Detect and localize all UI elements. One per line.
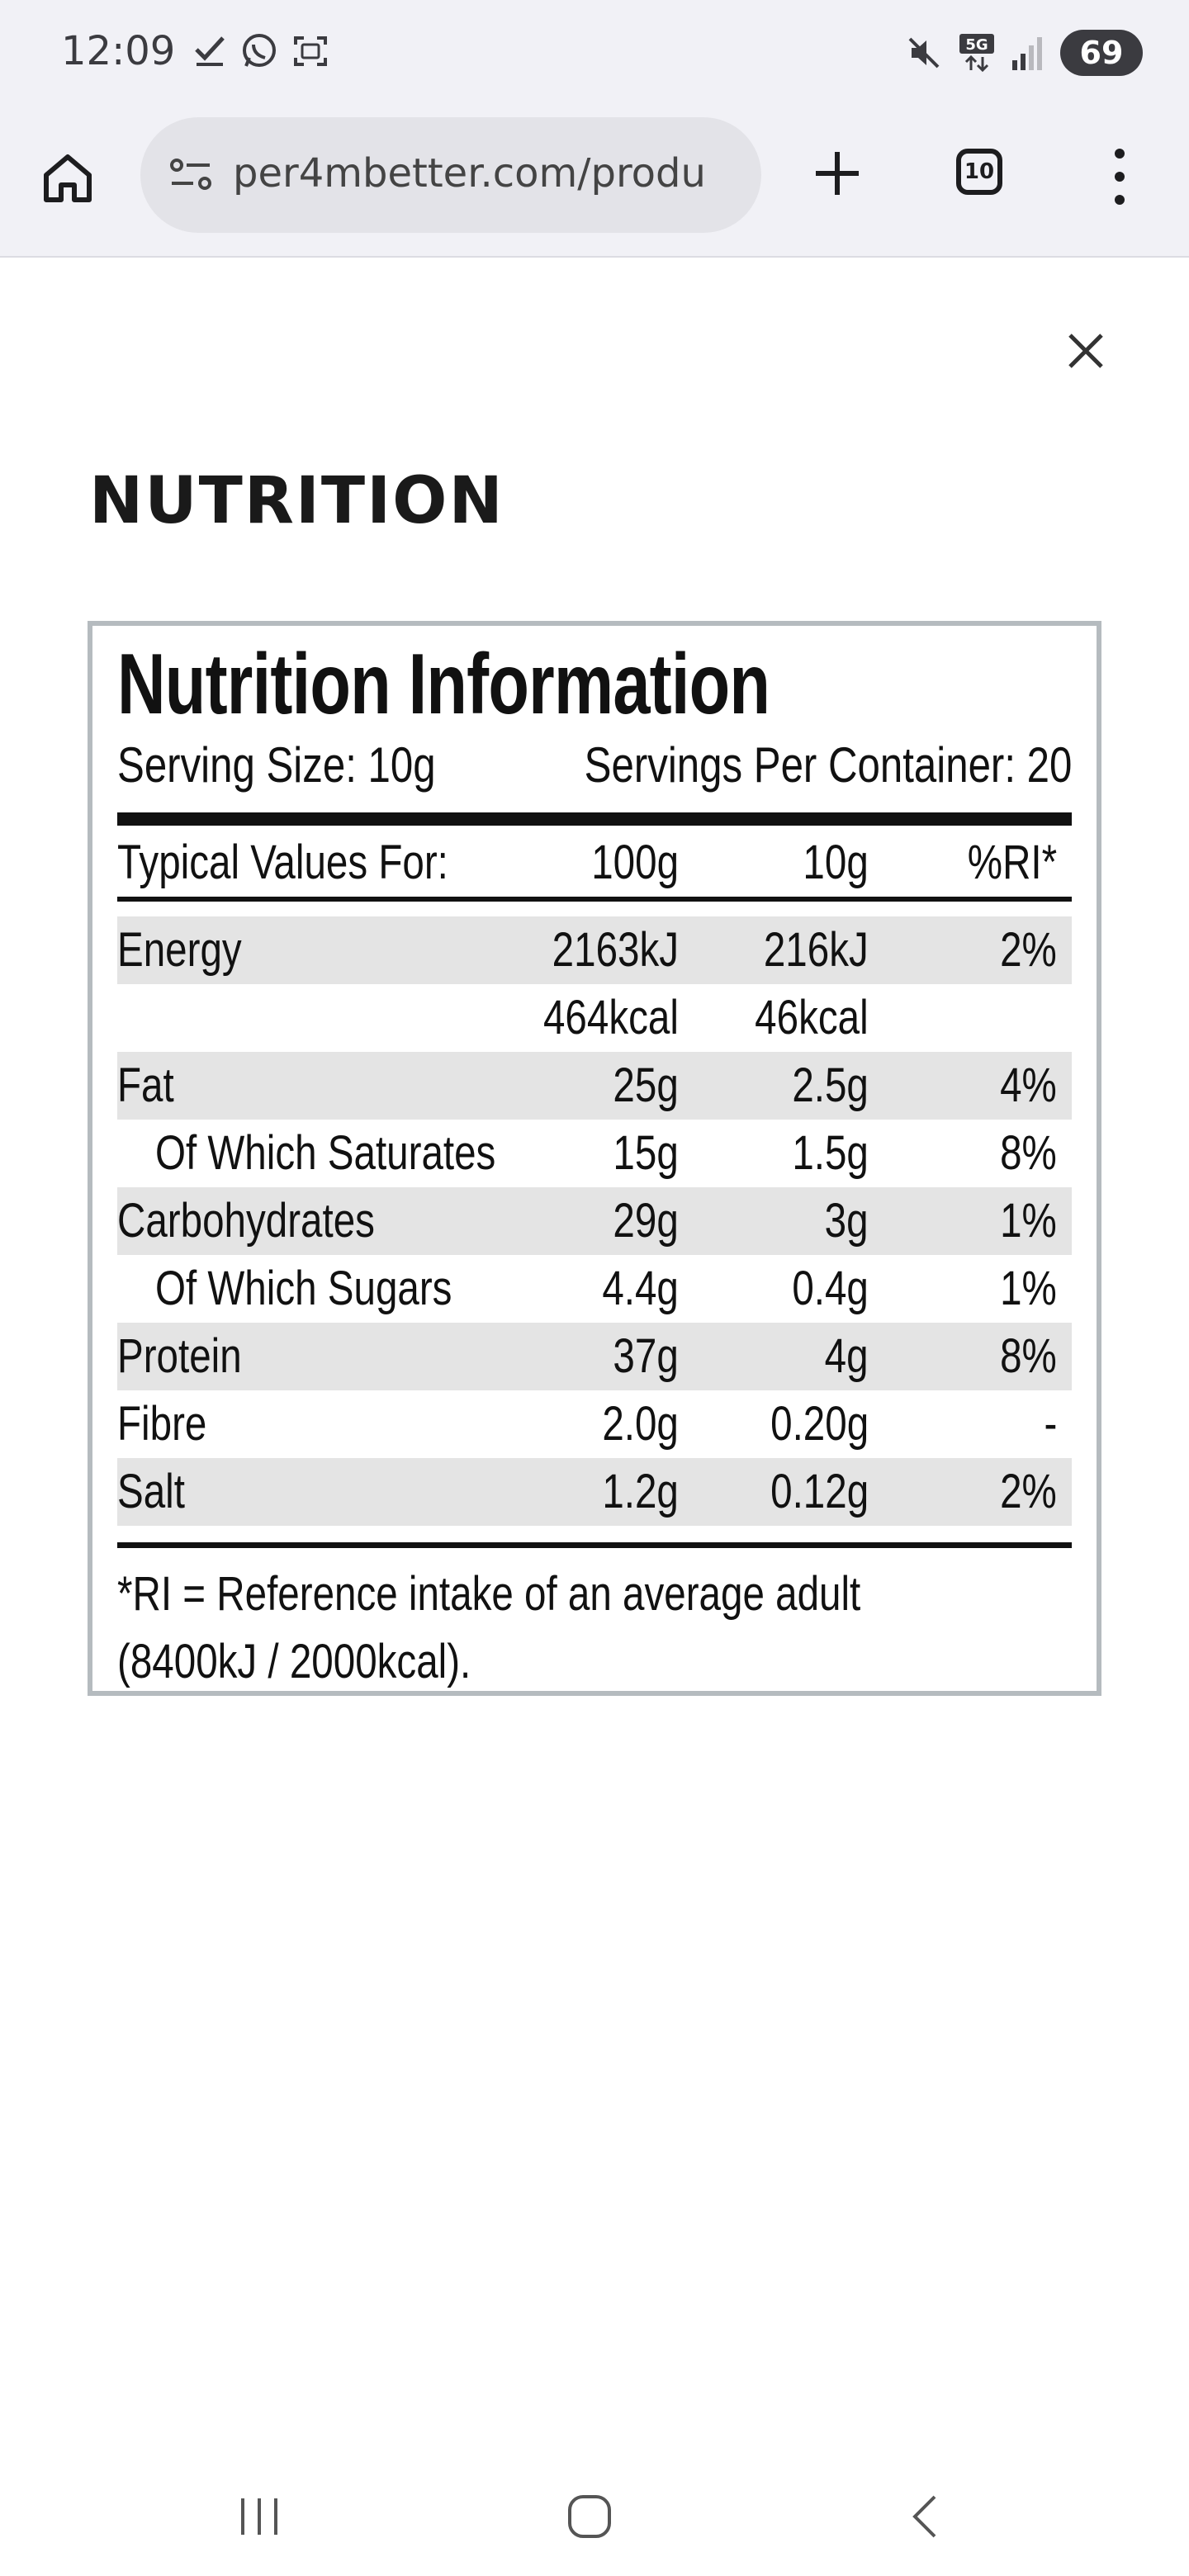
- table-row: Energy 2163kJ 216kJ 2%: [117, 916, 1072, 984]
- header-label: Typical Values For:: [117, 836, 448, 889]
- value-per-100g: 4.4g: [602, 1262, 679, 1315]
- value-per-100g: 15g: [613, 1126, 679, 1180]
- value-ri: 2%: [1000, 1465, 1057, 1518]
- battery-indicator: 69: [1060, 30, 1143, 76]
- value-per-10g: 3g: [825, 1194, 869, 1248]
- header-10g: 10g: [803, 836, 869, 889]
- header-100g: 100g: [591, 836, 679, 889]
- status-bar: 12:09 5G 69: [0, 0, 1189, 112]
- value-ri: -: [1044, 1397, 1057, 1451]
- nutrition-label-title: Nutrition Information: [117, 637, 770, 732]
- nutrient-name: Fibre: [117, 1397, 207, 1451]
- mute-icon: [908, 37, 940, 69]
- home-icon[interactable]: [38, 149, 97, 208]
- svg-text:5G: 5G: [965, 36, 988, 54]
- notification-icons: [192, 31, 330, 71]
- nutrient-name: Protein: [117, 1329, 242, 1383]
- value-per-10g: 0.20g: [770, 1397, 869, 1451]
- value-per-10g: 4g: [825, 1329, 869, 1383]
- nutrient-name: Fat: [117, 1058, 174, 1112]
- tab-switcher-button[interactable]: 10: [956, 149, 1002, 195]
- footnote-line: (8400kJ / 2000kcal).: [117, 1635, 471, 1688]
- footnote-line: *RI = Reference intake of an average adu…: [117, 1567, 861, 1621]
- page-title: NUTRITION: [89, 464, 504, 538]
- servings-per-container: Servings Per Container: 20: [584, 737, 1072, 793]
- value-ri: 4%: [1000, 1058, 1057, 1112]
- value-ri: 8%: [1000, 1329, 1057, 1383]
- table-row: Fat 25g 2.5g 4%: [117, 1052, 1072, 1120]
- divider-thin: [117, 1542, 1072, 1548]
- nutrient-name: Of Which Saturates: [155, 1126, 496, 1180]
- table-row: Protein 37g 4g 8%: [117, 1323, 1072, 1390]
- header-ri: %RI*: [967, 836, 1057, 889]
- more-menu-icon[interactable]: [1103, 145, 1136, 208]
- footnote: *RI = Reference intake of an average adu…: [117, 1560, 1072, 1696]
- value-per-10g: 2.5g: [792, 1058, 869, 1112]
- value-per-10g: 1.5g: [792, 1126, 869, 1180]
- site-settings-icon[interactable]: [168, 155, 215, 195]
- table-row: 464kcal 46kcal: [117, 984, 1072, 1052]
- table-row: Salt 1.2g 0.12g 2%: [117, 1458, 1072, 1526]
- signal-icon: [1012, 37, 1042, 70]
- value-ri: 1%: [1000, 1194, 1057, 1248]
- value-per-10g: 0.4g: [792, 1262, 869, 1315]
- nutrient-name: Energy: [117, 923, 242, 977]
- value-per-100g: 1.2g: [602, 1465, 679, 1518]
- new-tab-icon[interactable]: [808, 144, 867, 203]
- divider-thin: [117, 897, 1072, 902]
- close-icon[interactable]: [1065, 330, 1106, 372]
- value-per-100g: 29g: [613, 1194, 679, 1248]
- value-ri: 8%: [1000, 1126, 1057, 1180]
- value-per-10g: 0.12g: [770, 1465, 869, 1518]
- table-row: Of Which Sugars 4.4g 0.4g 1%: [117, 1255, 1072, 1323]
- value-per-100g: 2.0g: [602, 1397, 679, 1451]
- table-row: Carbohydrates 29g 3g 1%: [117, 1187, 1072, 1255]
- value-per-10g: 216kJ: [764, 923, 869, 977]
- back-icon[interactable]: [902, 2492, 951, 2541]
- system-icons: 5G 69: [905, 30, 1143, 76]
- recent-apps-icon[interactable]: [234, 2492, 284, 2541]
- value-ri: 2%: [1000, 923, 1057, 977]
- address-bar[interactable]: per4mbetter.com/produ: [140, 117, 761, 233]
- serving-size: Serving Size: 10g: [117, 737, 436, 793]
- nav-home-icon[interactable]: [565, 2492, 614, 2541]
- browser-toolbar: per4mbetter.com/produ 10: [0, 112, 1189, 258]
- value-per-10g: 46kcal: [755, 991, 869, 1044]
- status-time: 12:09: [61, 28, 176, 74]
- value-ri: 1%: [1000, 1262, 1057, 1315]
- whatsapp-icon: [243, 34, 276, 67]
- value-per-100g: 2163kJ: [552, 923, 679, 977]
- value-per-100g: 25g: [613, 1058, 679, 1112]
- value-per-100g: 464kcal: [543, 991, 679, 1044]
- table-header: Typical Values For: 100g 10g %RI*: [117, 829, 1072, 897]
- table-row: Of Which Saturates 15g 1.5g 8%: [117, 1120, 1072, 1187]
- divider-thick: [117, 812, 1072, 826]
- serving-row: Serving Size: 10g Servings Per Container…: [117, 736, 1072, 793]
- nutrient-name: Carbohydrates: [117, 1194, 375, 1248]
- network-5g-icon: 5G: [959, 34, 994, 73]
- nutrient-name: Of Which Sugars: [155, 1262, 452, 1315]
- checkmark-icon: [195, 36, 225, 66]
- nutrient-name: Salt: [117, 1465, 185, 1518]
- screenshot-icon: [294, 36, 327, 66]
- url-text[interactable]: per4mbetter.com/produ: [233, 150, 706, 197]
- nutrition-label-image: Nutrition Information Serving Size: 10g …: [88, 621, 1101, 1696]
- table-row: Fibre 2.0g 0.20g -: [117, 1390, 1072, 1458]
- system-nav-bar: [0, 2469, 1189, 2576]
- value-per-100g: 37g: [613, 1329, 679, 1383]
